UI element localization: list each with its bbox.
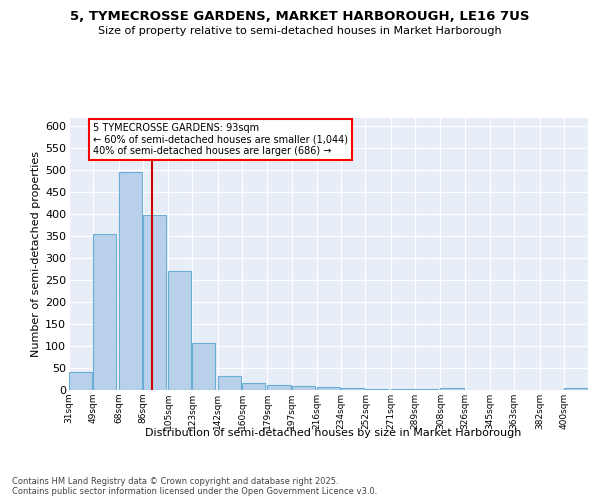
Bar [218,376,241,390]
Bar [391,389,414,390]
Bar [93,234,116,390]
Y-axis label: Number of semi-detached properties: Number of semi-detached properties [31,151,41,357]
Text: Contains HM Land Registry data © Crown copyright and database right 2025.
Contai: Contains HM Land Registry data © Crown c… [12,476,377,496]
Bar [341,388,364,390]
Text: 5, TYMECROSSE GARDENS, MARKET HARBOROUGH, LE16 7US: 5, TYMECROSSE GARDENS, MARKET HARBOROUGH… [70,10,530,23]
Bar [317,388,340,390]
Text: Size of property relative to semi-detached houses in Market Harborough: Size of property relative to semi-detach… [98,26,502,36]
Bar [268,385,290,390]
Bar [193,343,215,390]
Bar [143,214,166,390]
Bar [365,389,388,390]
Bar [440,388,464,390]
Bar [119,172,142,390]
Bar [415,389,438,390]
Bar [69,372,92,390]
Bar [242,384,265,390]
Bar [292,386,314,390]
Bar [168,272,191,390]
Bar [564,388,587,390]
Text: Distribution of semi-detached houses by size in Market Harborough: Distribution of semi-detached houses by … [145,428,521,438]
Text: 5 TYMECROSSE GARDENS: 93sqm
← 60% of semi-detached houses are smaller (1,044)
40: 5 TYMECROSSE GARDENS: 93sqm ← 60% of sem… [93,123,348,156]
